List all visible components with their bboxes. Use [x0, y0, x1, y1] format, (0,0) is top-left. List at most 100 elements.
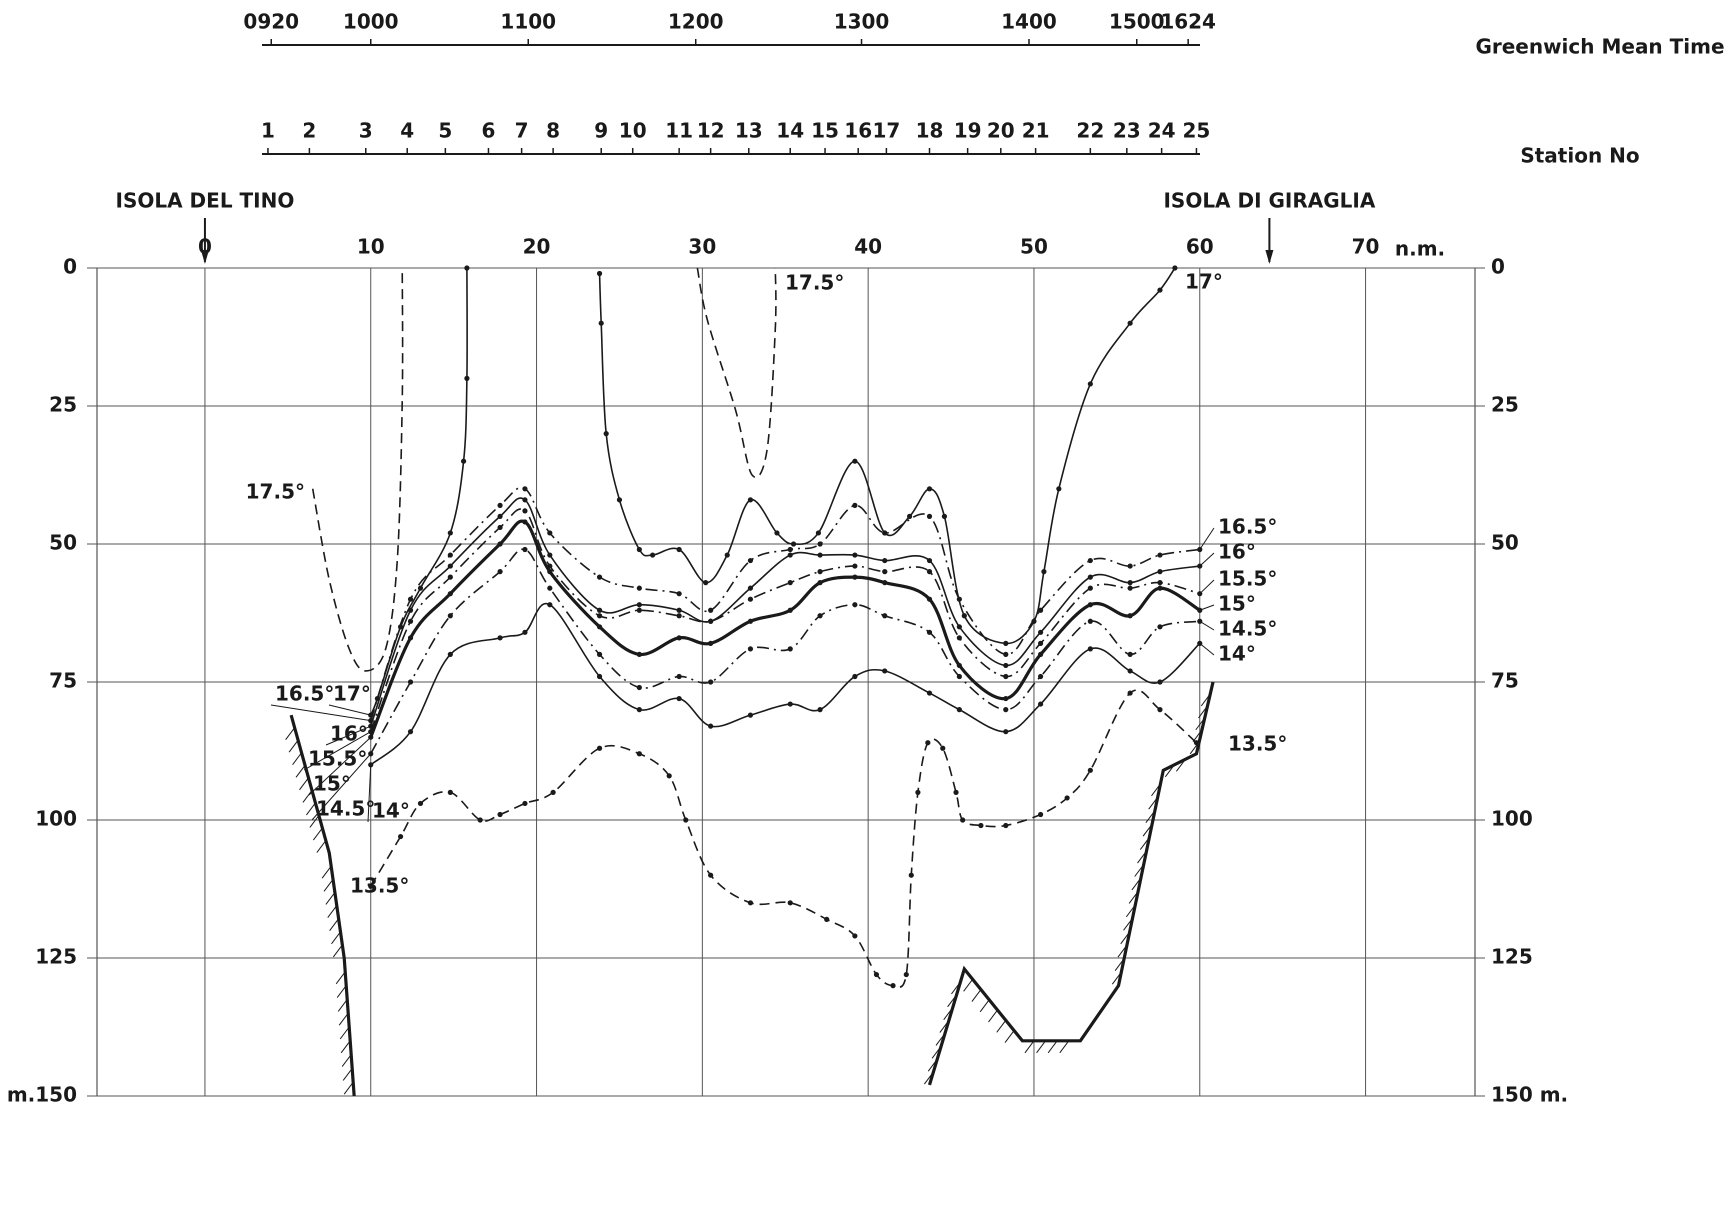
- top-axis-label: 1: [261, 119, 275, 143]
- isotherm-label: 17.5°: [246, 480, 305, 504]
- isotherm-point: [407, 596, 414, 602]
- isotherm-label: 16.5°: [1218, 515, 1277, 539]
- hatch: [939, 1020, 950, 1033]
- isotherm-point: [1157, 679, 1163, 685]
- isotherm-line: [370, 548, 1200, 755]
- isotherm-point: [1157, 624, 1163, 630]
- isotherm-point: [547, 530, 553, 536]
- hatch: [1093, 1007, 1104, 1020]
- hatch: [1195, 717, 1206, 731]
- isotherm-point: [683, 817, 689, 823]
- isotherm-point: [787, 701, 793, 707]
- isotherm-point: [1087, 574, 1093, 580]
- top-axis-label: 5: [438, 119, 452, 143]
- hatch: [299, 777, 309, 791]
- isotherm-point: [747, 646, 754, 652]
- hatch: [341, 1054, 352, 1067]
- isotherm-label: 16.5°: [275, 682, 334, 706]
- isotherm-point: [882, 613, 888, 619]
- isotherm-point: [522, 497, 528, 503]
- hatch: [309, 815, 320, 828]
- isotherm-point: [926, 690, 933, 696]
- time-axis-title: Greenwich Mean Time: [1475, 35, 1724, 59]
- x-tick-label: 10: [357, 235, 385, 259]
- hatch: [1137, 850, 1147, 864]
- hatch: [1164, 764, 1175, 778]
- isotherm-point: [447, 591, 453, 597]
- isotherm-label: 16°: [1218, 540, 1256, 564]
- hatch: [1117, 944, 1128, 958]
- isotherm-point: [636, 707, 642, 713]
- top-axis-label: 16: [844, 119, 872, 143]
- isotherm-point: [1056, 486, 1062, 492]
- isotherm-point: [477, 817, 483, 823]
- isotherm-point: [1087, 767, 1093, 773]
- top-axis-label: 6: [482, 119, 496, 143]
- isotherm-point: [882, 569, 888, 575]
- isotherm-point: [1003, 651, 1009, 658]
- isotherm-point: [497, 635, 503, 641]
- top-axis-label: 11: [665, 119, 693, 143]
- isotherm-point: [925, 740, 931, 746]
- isotherm-line: [311, 267, 404, 672]
- isotherm-label: 15.5°: [1218, 567, 1277, 591]
- isotherm-label: 14.5°: [1218, 617, 1277, 641]
- isotherm-point: [1037, 640, 1044, 646]
- top-axis-label: 1500: [1109, 10, 1165, 34]
- annotation: ISOLA DEL TINO: [116, 189, 295, 213]
- isotherm-point: [817, 613, 823, 619]
- hatch: [1189, 741, 1200, 755]
- isotherm-point: [747, 618, 754, 624]
- hatch: [1047, 1040, 1058, 1054]
- top-axis-label: 1624: [1160, 10, 1216, 34]
- isotherm-point: [907, 513, 913, 520]
- top-axis-label: 2: [302, 119, 316, 143]
- hatch: [1123, 918, 1133, 931]
- isotherm-point: [1087, 585, 1093, 591]
- top-axis-label: 22: [1076, 119, 1104, 143]
- isotherm-point: [596, 651, 603, 658]
- isotherm-point: [787, 580, 793, 586]
- isotherm-label: 13.5°: [350, 874, 409, 898]
- hatch: [1004, 1030, 1015, 1043]
- isotherm-point: [852, 574, 858, 580]
- hatch: [1145, 810, 1156, 823]
- isotherm-point: [636, 602, 642, 608]
- hatch: [1024, 1040, 1035, 1054]
- hatch: [1175, 758, 1186, 772]
- isotherm-point: [636, 585, 642, 591]
- isotherm-point: [1087, 646, 1093, 652]
- isotherm-point: [956, 635, 962, 641]
- isotherm-point: [603, 431, 609, 437]
- isotherm-point: [724, 552, 730, 558]
- station-axis-title: Station No: [1520, 144, 1639, 168]
- x-tick-label: 30: [688, 235, 716, 259]
- isotherm-point: [1127, 668, 1133, 674]
- isotherm-point: [903, 971, 909, 978]
- isotherm-point: [890, 983, 896, 989]
- isotherm-point: [817, 541, 823, 547]
- isotherm-point: [676, 607, 682, 613]
- top-axis-label: 12: [697, 119, 725, 143]
- isotherm-point: [1037, 701, 1044, 707]
- hatch: [325, 892, 336, 905]
- hatch: [302, 790, 313, 803]
- top-axis-label: 10: [619, 119, 647, 143]
- isotherm-point: [636, 684, 642, 691]
- isotherm-point: [1127, 651, 1133, 658]
- isotherm-point: [522, 508, 528, 514]
- isotherm-point: [447, 789, 453, 796]
- isotherm-point: [407, 679, 414, 685]
- isotherm-point: [1157, 585, 1163, 591]
- isotherm-label: 17°: [333, 682, 371, 706]
- isotherm-point: [787, 646, 793, 652]
- isotherm-point: [596, 624, 603, 630]
- top-axis-label: 1300: [834, 10, 890, 34]
- isotherm-point: [1037, 811, 1044, 818]
- top-axis-label: 25: [1183, 119, 1211, 143]
- label-leader: [303, 731, 371, 771]
- isotherm-point: [852, 933, 858, 939]
- top-axis-label: 0920: [243, 10, 299, 34]
- isotherm-point: [1003, 673, 1009, 680]
